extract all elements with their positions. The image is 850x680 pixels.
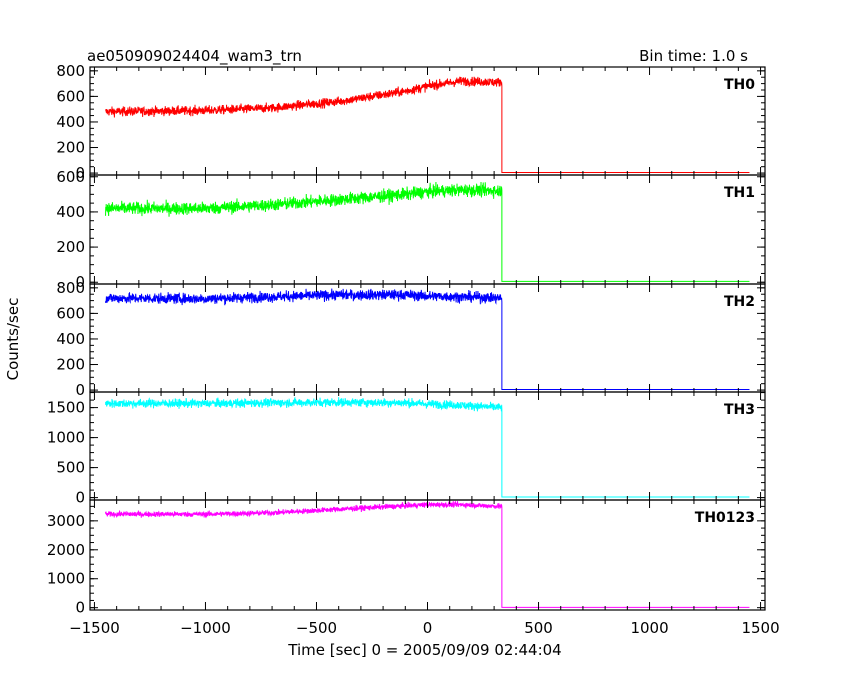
panel-frame [89, 391, 766, 501]
x-tick-label: −1000 [180, 619, 231, 637]
panels: 0 200 400 600 800 TH0 0 200 400 600 TH1 0 200 400 600 8… [47, 62, 766, 617]
y-axis-label: Counts/sec [4, 298, 22, 381]
y-tick-label: 0 [75, 164, 85, 182]
panel-th0123: 0 1000 2000 3000 TH0123 [47, 499, 766, 617]
series-line-th2 [105, 288, 750, 390]
y-tick-label: 1500 [47, 399, 85, 417]
series-line-th1 [105, 182, 750, 282]
x-tick-label: 500 [524, 619, 553, 637]
panel-label-th0: TH0 [724, 77, 755, 93]
y-tick-label: 800 [56, 279, 85, 297]
y-tick-label: 400 [56, 203, 85, 221]
y-tick-label: 0 [75, 599, 85, 617]
bin-time-label: Bin time: 1.0 s [639, 47, 748, 65]
panel-frame [89, 66, 766, 176]
series-line-th0 [105, 76, 750, 173]
y-tick-label: 3000 [47, 512, 85, 530]
y-tick-label: 200 [56, 238, 85, 256]
panel-label-th2: TH2 [724, 294, 755, 310]
x-axis: −1500 −1000 −500 0 500 1000 1500 [69, 619, 780, 637]
panel-label-th3: TH3 [724, 402, 755, 418]
panel-th0: 0 200 400 600 800 TH0 [56, 62, 766, 182]
y-tick-label: 600 [56, 87, 85, 105]
y-tick-label: 0 [75, 381, 85, 399]
x-axis-label: Time [sec] 0 = 2005/09/09 02:44:04 [287, 641, 561, 659]
y-tick-label: 2000 [47, 541, 85, 559]
panel-label-th0123: TH0123 [695, 510, 755, 526]
y-tick-label: 1000 [47, 570, 85, 588]
y-tick-label: 400 [56, 113, 85, 131]
y-tick-label: 200 [56, 356, 85, 374]
series-line-th3 [105, 397, 750, 498]
panel-th1: 0 200 400 600 TH1 [56, 168, 766, 291]
y-tick-label: 400 [56, 330, 85, 348]
y-tick-label: 1000 [47, 429, 85, 447]
x-tick-label: 1500 [741, 619, 779, 637]
x-tick-label: 1000 [630, 619, 668, 637]
y-tick-label: 600 [56, 168, 85, 186]
y-tick-label: 0 [75, 273, 85, 291]
x-tick-label: 0 [423, 619, 433, 637]
plot-title: ae050909024404_wam3_trn [87, 47, 302, 66]
x-tick-label: −500 [296, 619, 337, 637]
y-tick-label: 500 [56, 459, 85, 477]
x-tick-label: −1500 [69, 619, 120, 637]
panel-th2: 0 200 400 600 800 TH2 [56, 279, 766, 399]
y-tick-label: 0 [75, 489, 85, 507]
y-tick-label: 200 [56, 139, 85, 157]
series-line-th0123 [105, 501, 750, 608]
panel-th3: 0 500 1000 1500 TH3 [47, 391, 766, 507]
y-tick-label: 600 [56, 304, 85, 322]
y-tick-label: 800 [56, 62, 85, 80]
panel-label-th1: TH1 [724, 185, 755, 201]
